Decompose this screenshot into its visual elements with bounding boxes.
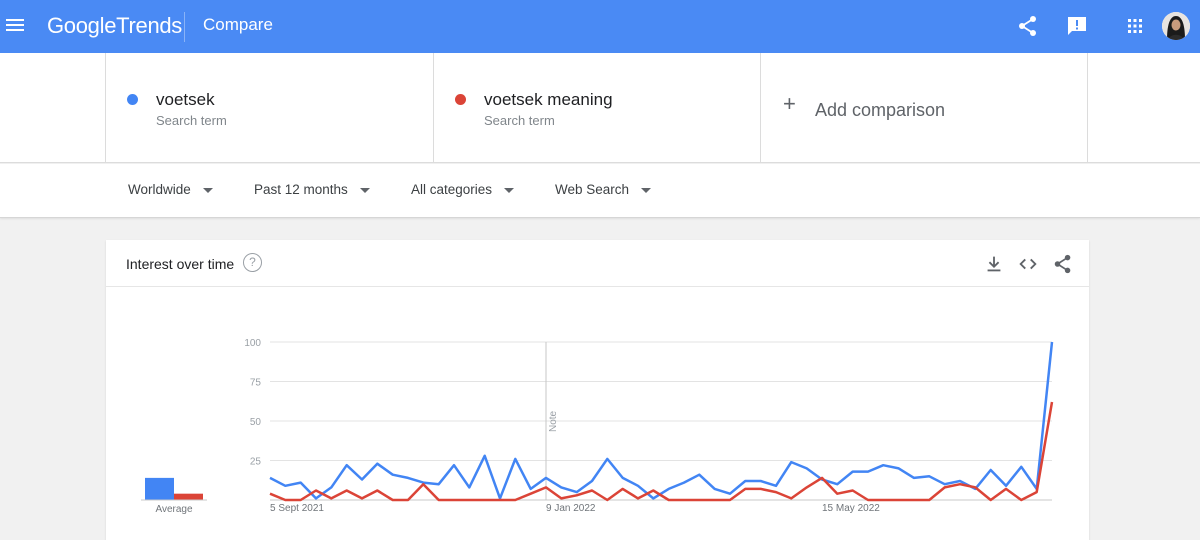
avatar[interactable] [1162,12,1190,40]
search-terms-bar: voetsek Search term voetsek meaning Sear… [0,53,1200,163]
term-name[interactable]: voetsek [156,90,215,109]
y-tick-label: 50 [250,417,262,428]
card-title: Interest over time [126,256,235,272]
term-card-2[interactable]: voetsek meaning Search term [433,53,760,163]
x-tick-label: 5 Sept 2021 [270,503,324,514]
term-color-dot [127,94,138,105]
avatar-image [1162,12,1190,40]
share-icon[interactable] [1052,253,1074,275]
term-type: Search term [484,113,555,128]
card-header: Interest over time ? [106,240,1089,287]
add-comparison-label: Add comparison [815,100,946,120]
note-label: Note [548,410,559,432]
region-filter[interactable]: Worldwide [128,182,213,197]
dropdown-arrow-icon [202,187,213,193]
logo-google-text: Google [47,13,117,38]
share-icon[interactable] [1016,14,1040,38]
term-card-1[interactable]: voetsek Search term [105,53,433,163]
top-app-bar: GoogleTrends Compare [0,0,1200,53]
feedback-icon[interactable] [1065,14,1089,38]
series-line-1 [269,341,1054,500]
time-filter[interactable]: Past 12 months [254,182,370,197]
dropdown-arrow-icon [641,187,652,193]
page-title: Compare [203,15,273,34]
x-tick-label: 15 May 2022 [822,503,880,514]
x-tick-label: 9 Jan 2022 [546,503,596,514]
y-tick-label: 100 [244,338,261,349]
dropdown-arrow-icon [504,187,515,193]
dropdown-arrow-icon [359,187,370,193]
average-bar-1 [145,477,174,500]
download-icon[interactable] [983,253,1005,275]
filter-bar: Worldwide Past 12 months All categories … [0,164,1200,218]
term-type: Search term [156,113,227,128]
help-icon[interactable]: ? [243,253,262,272]
plus-icon: + [783,91,796,116]
term-name[interactable]: voetsek meaning [484,90,613,109]
apps-icon[interactable] [1123,14,1147,38]
interest-over-time-card: Interest over time ? 25 50 75 100 Note 5 Sept… [106,240,1089,540]
time-filter-label: Past 12 months [254,182,348,197]
region-filter-label: Worldwide [128,182,191,197]
average-bar-2 [174,493,203,500]
add-comparison-button[interactable]: + Add comparison [760,53,1088,163]
logo-trends-text: Trends [116,13,183,38]
category-filter-label: All categories [411,182,493,197]
interest-chart[interactable]: 25 50 75 100 Note 5 Sept 2021 9 Jan 2022 15 May… [106,240,1089,540]
series-line-2 [269,401,1054,502]
average-label: Average [155,504,193,515]
menu-icon[interactable] [6,16,24,34]
search-type-filter[interactable]: Web Search [555,182,652,197]
y-tick-label: 75 [250,378,262,389]
category-filter[interactable]: All categories [411,182,515,197]
google-trends-logo[interactable]: GoogleTrends [47,13,182,39]
embed-code-icon[interactable] [1017,253,1039,275]
header-divider [184,12,185,42]
term-color-dot [455,94,466,105]
y-tick-label: 25 [250,457,262,468]
search-type-filter-label: Web Search [555,182,630,197]
